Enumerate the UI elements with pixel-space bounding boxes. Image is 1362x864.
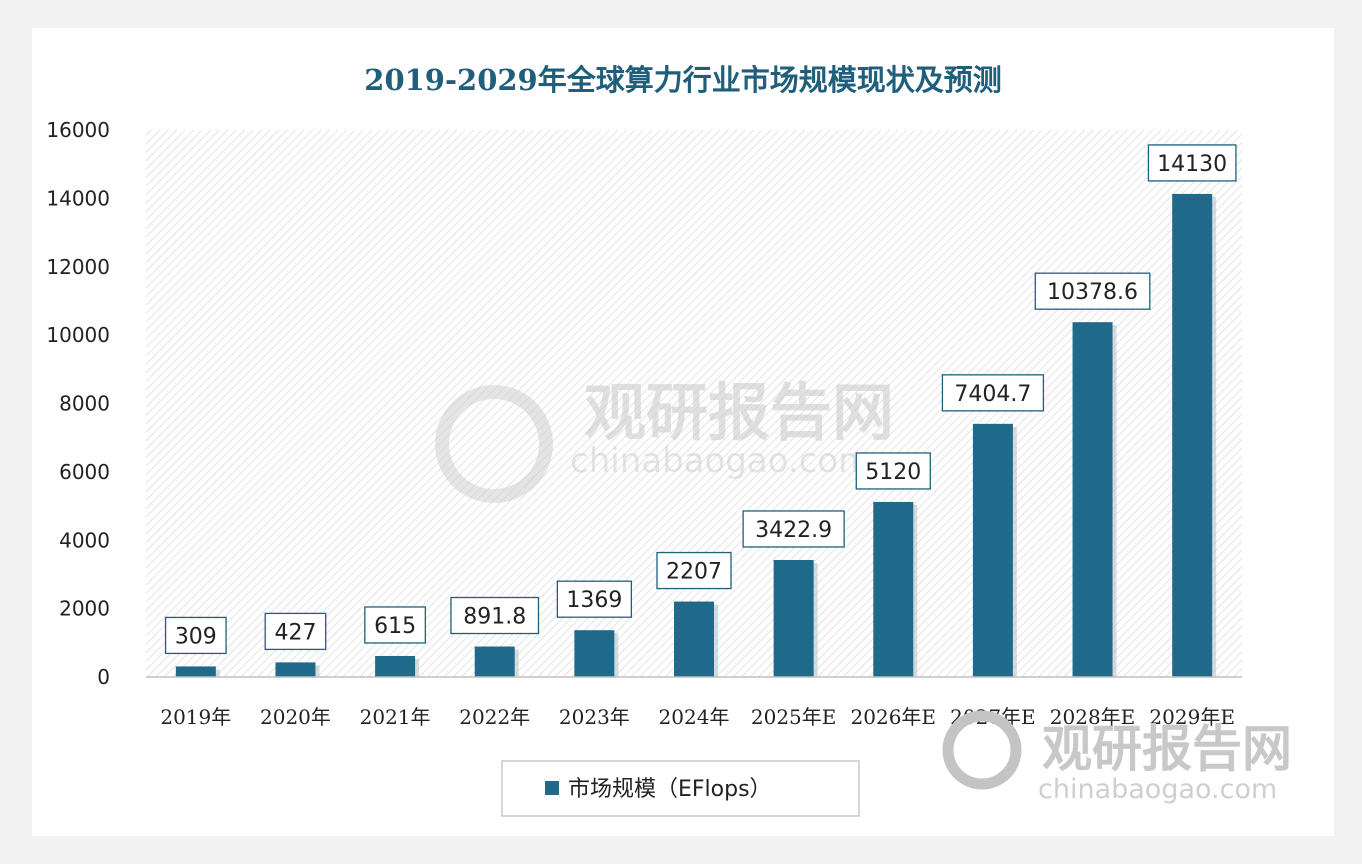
bar-chart: 2019-2029年全球算力行业市场规模现状及预测 观研报告网 chinabao… (46, 63, 1292, 817)
bar (1072, 322, 1113, 677)
y-tick-label: 10000 (46, 323, 110, 347)
data-label-box (1034, 272, 1151, 310)
bar (175, 666, 216, 677)
data-label-box (855, 452, 931, 490)
x-tick-label: 2029年E (1149, 705, 1235, 729)
x-tick-label: 2022年 (459, 705, 530, 729)
data-label-box (450, 596, 540, 635)
data-label: 309 (175, 624, 217, 649)
bar (773, 559, 814, 677)
y-tick-label: 0 (97, 665, 110, 689)
data-label-box (556, 580, 633, 618)
bar (275, 662, 316, 677)
data-label-box (164, 616, 227, 655)
watermark-corner-logo-icon (942, 710, 1022, 790)
legend-label: 市场规模（EFlops） (568, 777, 772, 802)
data-label-box (264, 612, 327, 651)
data-label-box (656, 551, 732, 590)
chart-title: 2019-2029年全球算力行业市场规模现状及预测 (364, 63, 1001, 97)
x-tick-label: 2028年E (1050, 705, 1136, 729)
x-tick-label: 2019年 (160, 705, 231, 729)
y-tick-label: 14000 (46, 186, 110, 210)
y-tick-label: 12000 (46, 255, 110, 279)
data-label: 10378.6 (1047, 280, 1138, 305)
data-label: 891.8 (463, 605, 526, 630)
watermark-center: 观研报告网 chinabaogao.com (435, 376, 894, 503)
y-axis: 0 2000 4000 6000 8000 10000 12000 14000 16000 (46, 118, 110, 689)
watermark-corner: 观研报告网 chinabaogao.com (942, 710, 1292, 805)
y-tick-label: 2000 (59, 597, 110, 621)
x-tick-label: 2025年E (751, 705, 837, 729)
x-tick-label: 2026年E (851, 705, 937, 729)
data-label-box (364, 606, 426, 644)
watermark-corner-site: chinabaogao.com (1038, 774, 1277, 805)
data-label: 615 (374, 614, 416, 639)
watermark-site: chinabaogao.com (570, 441, 871, 481)
data-label: 5120 (865, 460, 921, 485)
bar (972, 423, 1013, 677)
y-tick-label: 4000 (59, 528, 110, 552)
legend: 市场规模（EFlops） (501, 760, 860, 817)
legend-swatch (545, 781, 559, 795)
chart-card: 2019-2029年全球算力行业市场规模现状及预测 观研报告网 chinabao… (32, 28, 1334, 836)
data-label: 427 (274, 620, 316, 645)
data-label-box (941, 374, 1045, 412)
data-label: 14130 (1157, 152, 1227, 177)
bar (375, 655, 416, 677)
data-label: 3422.9 (755, 518, 832, 543)
bar (873, 501, 914, 677)
data-label-box (1147, 144, 1237, 182)
data-label: 2207 (666, 560, 722, 585)
x-tick-label: 2023年 (559, 705, 630, 729)
watermark-logo-icon (435, 385, 553, 503)
bar (674, 601, 714, 677)
bar (474, 646, 515, 677)
bar (1172, 193, 1213, 678)
bars: 309 427 615 891.8 1369 2207 3422.9 5120 7404.7 10… (164, 144, 1237, 678)
bar (574, 630, 615, 677)
watermark-corner-brand: 观研报告网 (1042, 720, 1292, 778)
y-tick-label: 6000 (59, 460, 110, 484)
y-tick-label: 16000 (46, 118, 110, 142)
data-label-box (742, 510, 845, 548)
data-label: 1369 (566, 588, 622, 613)
y-tick-label: 8000 (59, 392, 110, 416)
data-label: 7404.7 (954, 382, 1031, 407)
x-tick-label: 2024年 (659, 705, 730, 729)
x-tick-label: 2021年 (360, 705, 431, 729)
legend-box (501, 760, 860, 817)
x-tick-label: 2020年 (260, 705, 331, 729)
watermark-brand: 观研报告网 (584, 376, 894, 449)
